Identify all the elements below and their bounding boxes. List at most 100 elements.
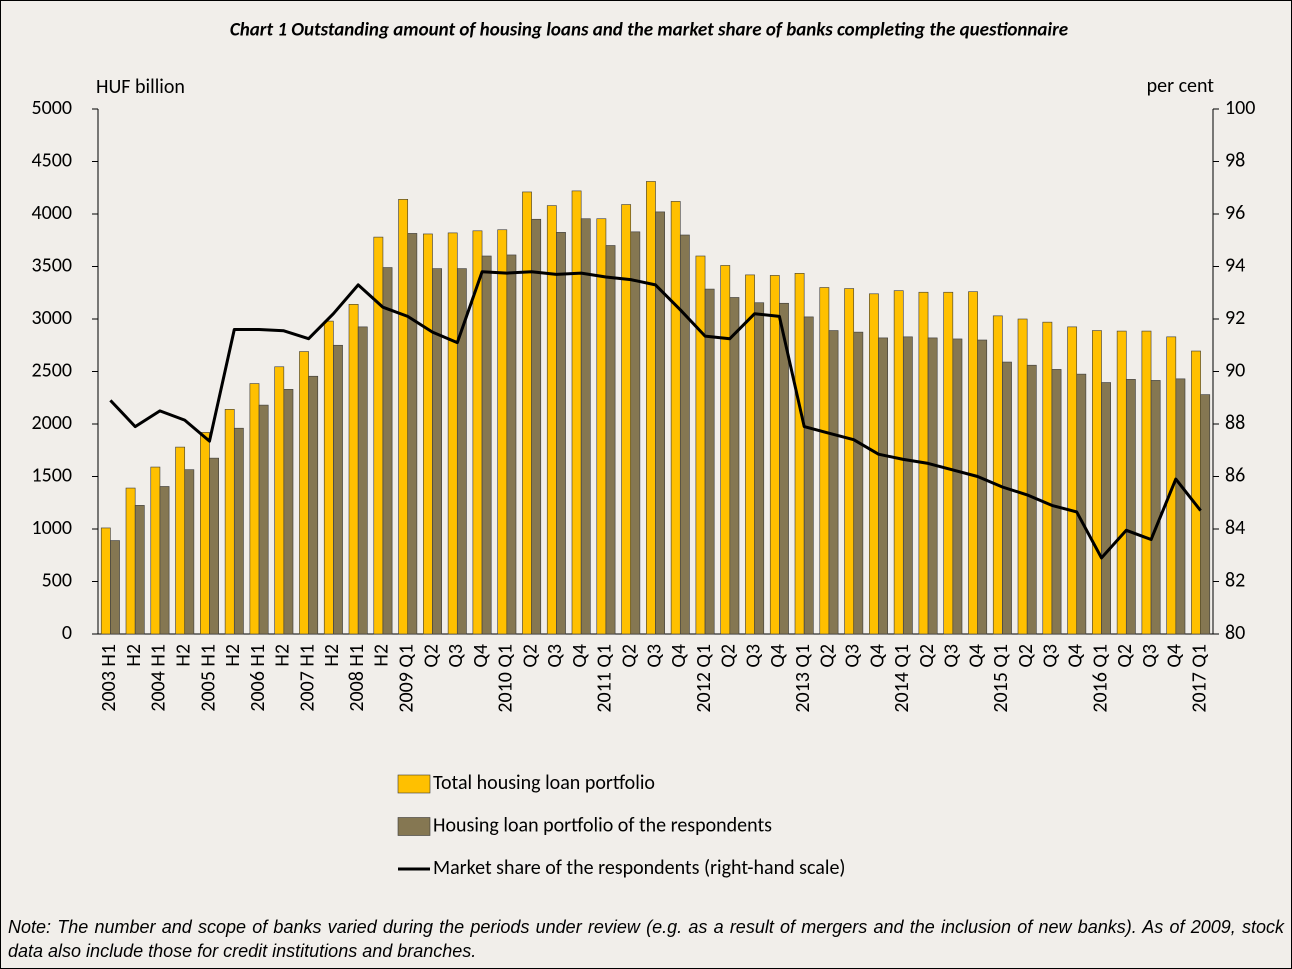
y2-tick-label: 94 — [1225, 253, 1245, 277]
bar — [869, 293, 879, 635]
bar — [968, 291, 978, 635]
bar — [571, 190, 582, 635]
x-tick-label: Q4 — [1163, 644, 1187, 668]
x-tick-label: Q4 — [469, 644, 493, 668]
x-tick-label: Q2 — [419, 644, 443, 668]
x-tick-label: H2 — [122, 644, 146, 667]
bar — [150, 466, 161, 635]
bar — [745, 274, 755, 635]
bar — [902, 336, 913, 635]
bar — [878, 337, 888, 635]
x-tick-label: 2012 Q1 — [692, 644, 716, 713]
y-axis-label: HUF billion — [96, 75, 185, 99]
bar — [927, 337, 938, 635]
bar — [357, 326, 368, 635]
bar — [224, 408, 235, 635]
bar — [646, 181, 656, 635]
bar — [432, 268, 442, 635]
x-tick-label: Q4 — [865, 644, 889, 668]
bar — [323, 320, 334, 635]
bar — [556, 232, 566, 635]
bar — [1051, 369, 1062, 635]
x-tick-label: Q2 — [1014, 644, 1038, 668]
x-tick-label: Q3 — [444, 644, 468, 668]
x-tick-label: 2005 H1 — [196, 644, 220, 712]
y2-tick-label: 80 — [1225, 621, 1245, 645]
bar — [125, 487, 136, 635]
x-tick-label: 2016 Q1 — [1088, 644, 1112, 713]
legend-label: Housing loan portfolio of the respondent… — [433, 813, 772, 837]
bar — [779, 302, 789, 635]
legend-swatch — [397, 774, 431, 794]
y2-tick-label: 100 — [1225, 96, 1255, 120]
y-tick-label: 5000 — [31, 96, 72, 120]
bar — [333, 344, 343, 635]
bar — [348, 303, 359, 635]
bar — [1191, 350, 1201, 635]
x-tick-label: 2014 Q1 — [890, 644, 914, 713]
bar — [977, 339, 988, 635]
x-tick-label: 2010 Q1 — [494, 644, 518, 713]
bar — [1042, 321, 1053, 635]
x-tick-label: Q4 — [964, 644, 988, 668]
bar — [679, 234, 690, 635]
x-tick-label: Q4 — [568, 644, 592, 668]
bar — [258, 404, 269, 635]
bar — [1101, 382, 1111, 635]
chart-title: Chart 1 Outstanding amount of housing lo… — [230, 19, 1068, 42]
bar — [580, 218, 591, 635]
bar — [992, 315, 1003, 635]
x-tick-label: 2013 Q1 — [791, 644, 815, 713]
bar — [794, 273, 805, 635]
bar — [596, 218, 607, 635]
y2-tick-label: 90 — [1225, 358, 1245, 382]
bar — [621, 204, 632, 635]
y2-tick-label: 98 — [1225, 148, 1245, 172]
x-tick-label: H2 — [370, 644, 394, 667]
x-tick-label: H2 — [271, 644, 295, 667]
bar — [308, 375, 319, 635]
bar — [175, 446, 186, 635]
x-tick-label: Q2 — [518, 644, 542, 668]
bar — [249, 383, 260, 635]
x-tick-label: Q2 — [816, 644, 840, 668]
y2-tick-label: 96 — [1225, 201, 1245, 225]
x-tick-label: Q4 — [766, 644, 790, 668]
line — [109, 270, 1202, 560]
x-tick-label: Q3 — [741, 644, 765, 668]
bar — [407, 233, 418, 635]
legend-label: Total housing loan portfolio — [433, 771, 655, 795]
bar — [819, 287, 830, 635]
bar — [497, 229, 508, 635]
bar — [506, 254, 517, 635]
y-tick-label: 0 — [62, 621, 72, 645]
legend-swatch — [397, 817, 431, 836]
bar — [447, 232, 458, 635]
bar — [1002, 361, 1012, 635]
bar — [110, 540, 120, 635]
bar — [695, 255, 706, 635]
legend-label: Market share of the respondents (right-h… — [433, 856, 845, 880]
bar — [283, 389, 294, 635]
x-tick-label: 2015 Q1 — [989, 644, 1013, 713]
x-tick-label: Q2 — [1113, 644, 1137, 668]
bar — [655, 211, 665, 635]
bar — [1125, 379, 1136, 635]
bar — [1200, 394, 1211, 635]
bar — [299, 351, 309, 635]
bar — [1017, 318, 1028, 635]
bar — [184, 469, 195, 635]
bar — [373, 236, 384, 635]
bar — [893, 290, 904, 635]
y2-tick-label: 86 — [1225, 463, 1245, 487]
bar — [803, 316, 814, 635]
bar — [134, 505, 145, 635]
x-tick-label: Q3 — [543, 644, 567, 668]
y2-tick-label: 82 — [1225, 568, 1245, 592]
x-tick-label: Q3 — [1138, 644, 1162, 668]
bar — [1092, 330, 1102, 635]
x-tick-label: H2 — [172, 644, 196, 667]
y2-tick-label: 88 — [1225, 411, 1245, 435]
x-tick-label: 2006 H1 — [246, 644, 270, 712]
